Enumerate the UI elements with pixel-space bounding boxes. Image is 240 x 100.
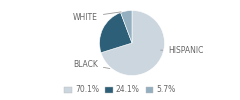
Text: BLACK: BLACK <box>73 60 110 69</box>
Wedge shape <box>101 10 164 76</box>
Text: WHITE: WHITE <box>73 12 121 22</box>
Wedge shape <box>120 10 132 43</box>
Legend: 70.1%, 24.1%, 5.7%: 70.1%, 24.1%, 5.7% <box>61 82 179 98</box>
Text: HISPANIC: HISPANIC <box>161 46 204 55</box>
Wedge shape <box>100 13 132 53</box>
